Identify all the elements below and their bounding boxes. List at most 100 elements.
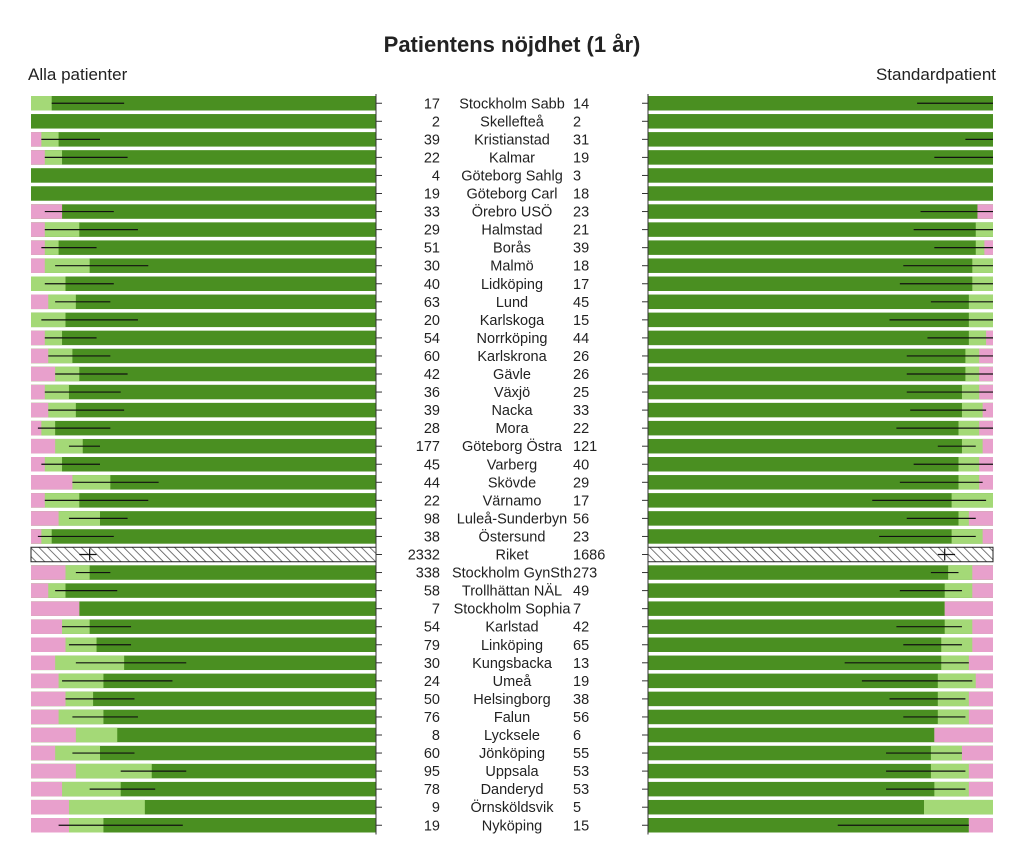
right-bar-high bbox=[648, 655, 993, 671]
n-all-label: 51 bbox=[424, 241, 440, 257]
left-bar-low bbox=[31, 799, 69, 815]
left-bar-low bbox=[31, 511, 59, 526]
n-std-label: 18 bbox=[573, 187, 589, 203]
right-bar-high bbox=[648, 457, 993, 472]
left-bar-high bbox=[31, 511, 376, 526]
n-std-label: 19 bbox=[573, 150, 589, 166]
clinic-name-label: Uppsala bbox=[485, 764, 539, 780]
clinic-name-label: Helsingborg bbox=[473, 692, 550, 708]
n-all-label: 7 bbox=[432, 602, 440, 618]
left-bar-high bbox=[31, 276, 376, 291]
n-std-label: 15 bbox=[573, 313, 589, 329]
left-bar-high bbox=[31, 402, 376, 418]
clinic-name-label: Karlskrona bbox=[477, 349, 547, 365]
left-bar-low bbox=[31, 583, 49, 598]
n-all-label: 22 bbox=[424, 150, 440, 166]
n-std-label: 26 bbox=[573, 349, 589, 365]
n-all-label: 17 bbox=[424, 96, 440, 112]
clinic-name-label: Umeå bbox=[493, 674, 533, 690]
n-all-label: 76 bbox=[424, 710, 440, 726]
n-std-label: 121 bbox=[573, 439, 597, 455]
right-bar-high bbox=[648, 727, 993, 743]
clinic-name-label: Falun bbox=[494, 710, 530, 726]
left-bar-low bbox=[31, 258, 45, 273]
right-bar-high bbox=[648, 402, 993, 418]
left-bar-high bbox=[31, 330, 376, 346]
right-bar-low bbox=[968, 763, 993, 779]
left-bar-low bbox=[31, 420, 42, 436]
n-all-label: 40 bbox=[424, 277, 440, 293]
left-bar-low bbox=[31, 673, 59, 689]
n-all-label: 8 bbox=[432, 728, 440, 744]
right-bar-high bbox=[648, 384, 993, 400]
clinic-name-label: Skellefteå bbox=[480, 114, 545, 130]
left-bar-low bbox=[31, 781, 63, 797]
n-all-label: 22 bbox=[424, 493, 440, 509]
right-bar-high bbox=[648, 330, 993, 346]
n-all-label: 9 bbox=[432, 800, 440, 816]
left-bar-low bbox=[31, 493, 45, 508]
left-bar-high bbox=[31, 222, 376, 237]
n-std-label: 5 bbox=[573, 800, 581, 816]
clinic-name-label: Stockholm Sophia bbox=[454, 602, 572, 618]
n-all-label: 24 bbox=[424, 674, 440, 690]
right-bar-high bbox=[648, 745, 993, 761]
left-bar-high bbox=[31, 475, 376, 490]
right-bar-low bbox=[979, 475, 993, 490]
left-bar-low bbox=[31, 601, 80, 616]
left-bar-low bbox=[31, 709, 59, 725]
left-bar-low bbox=[31, 366, 56, 382]
left-bar-low bbox=[31, 240, 45, 255]
clinic-name-label: Göteborg Östra bbox=[462, 437, 563, 455]
right-bar-high bbox=[648, 583, 993, 598]
clinic-name-label: Örnsköldsvik bbox=[471, 798, 555, 816]
n-std-label: 53 bbox=[573, 782, 589, 798]
clinic-name-label: Borås bbox=[493, 241, 531, 257]
n-std-label: 14 bbox=[573, 96, 589, 112]
left-bar-high bbox=[31, 673, 376, 689]
n-all-label: 19 bbox=[424, 187, 440, 203]
clinic-name-label: Lycksele bbox=[484, 728, 540, 744]
left-bar-high bbox=[31, 691, 376, 707]
chart-rows: 17 Stockholm Sabb 142 Skellefteå 239 Kristian… bbox=[30, 94, 994, 835]
n-std-label: 13 bbox=[573, 656, 589, 672]
left-bar-low bbox=[31, 691, 66, 707]
n-all-label: 54 bbox=[424, 331, 440, 347]
n-std-label: 55 bbox=[573, 746, 589, 762]
n-all-label: 19 bbox=[424, 818, 440, 834]
clinic-name-label: Malmö bbox=[490, 259, 534, 275]
left-bar-low bbox=[31, 727, 76, 743]
right-bar-high bbox=[648, 294, 993, 310]
n-std-label: 56 bbox=[573, 511, 589, 527]
n-all-label: 338 bbox=[416, 566, 440, 582]
n-all-label: 30 bbox=[424, 259, 440, 275]
n-std-label: 33 bbox=[573, 403, 589, 419]
clinic-name-label: Kristianstad bbox=[474, 132, 550, 148]
n-std-label: 40 bbox=[573, 457, 589, 473]
n-std-label: 53 bbox=[573, 764, 589, 780]
left-bar-low bbox=[31, 637, 66, 652]
right-bar-low bbox=[934, 727, 993, 743]
clinic-name-label: Göteborg Carl bbox=[466, 187, 557, 203]
left-bar-low bbox=[31, 438, 56, 454]
right-bar-high bbox=[648, 475, 993, 490]
left-bar-high bbox=[31, 529, 376, 544]
right-bar-low bbox=[968, 691, 993, 707]
right-bar-high bbox=[648, 258, 993, 273]
n-std-label: 38 bbox=[573, 692, 589, 708]
right-bar-high bbox=[648, 114, 993, 129]
n-std-label: 21 bbox=[573, 223, 589, 239]
n-std-label: 17 bbox=[573, 277, 589, 293]
n-std-label: 49 bbox=[573, 584, 589, 600]
clinic-name-label: Värnamo bbox=[483, 493, 542, 509]
left-bar-high bbox=[31, 186, 376, 201]
clinic-name-label: Jönköping bbox=[479, 746, 545, 762]
right-bar-high bbox=[648, 818, 993, 833]
clinic-name-label: Karlskoga bbox=[480, 313, 545, 329]
n-all-label: 78 bbox=[424, 782, 440, 798]
n-all-label: 33 bbox=[424, 205, 440, 221]
right-bar-low bbox=[972, 583, 993, 598]
clinic-name-label: Östersund bbox=[479, 527, 546, 545]
right-bar-high bbox=[648, 763, 993, 779]
left-bar-low bbox=[31, 655, 56, 671]
